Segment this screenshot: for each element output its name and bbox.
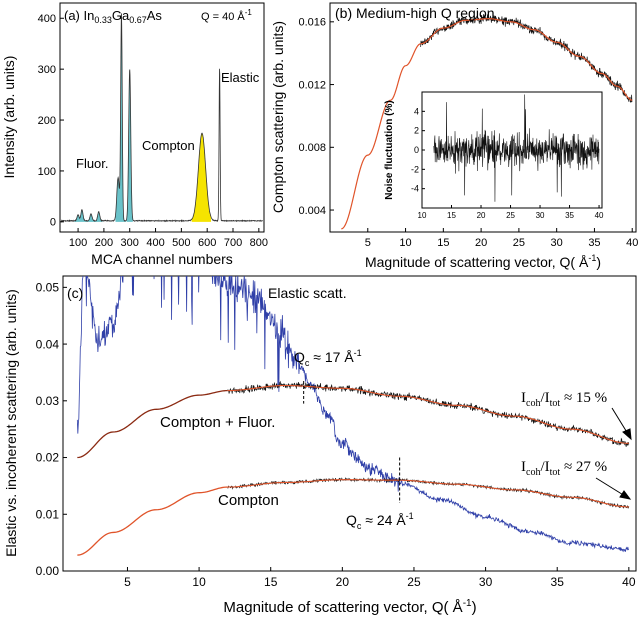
panel-c-chart: 5 10 15 20 25 30 35 40 0.00 0.01 0.02 0.03 0.04 0.05… — [3, 275, 637, 616]
y-tick-label: 0.016 — [298, 17, 326, 29]
x-tick-label: 100 — [69, 237, 87, 249]
panel-a-label: (a) In0.33Ga0.67As — [64, 8, 162, 25]
y-tick-label: 400 — [38, 13, 56, 25]
y-tick-label: 0.05 — [36, 281, 60, 295]
inset-y-tick-label: 0 — [414, 145, 419, 155]
panel-a-chart: 100 200 300 400 500 600 700 800 0 100 200 300 400 (… — [1, 2, 268, 267]
y-tick-label: 0 — [50, 217, 56, 229]
qc17-annotation: Qc ≈ 17 Å-1 — [294, 348, 362, 368]
inset-y-tick-label: -4 — [411, 184, 419, 194]
x-tick-label: 600 — [198, 237, 216, 249]
x-tick-label: 40 — [626, 237, 638, 249]
panel-a-fluor-annotation: Fluor. — [76, 156, 109, 171]
ratio-27-annotation: Icoh/Itot ≈ 27 % — [521, 459, 607, 478]
ratio-15-arrowhead — [622, 428, 632, 441]
x-tick-label: 35 — [551, 575, 565, 589]
x-tick-label: 400 — [146, 237, 164, 249]
panel-a-ylabel: Intensity (arb. units) — [1, 56, 17, 179]
x-tick-label: 300 — [121, 237, 139, 249]
compton-fluor-fit-line — [77, 389, 228, 459]
panel-b-title: (b) Medium-high Q region — [335, 5, 495, 21]
x-tick-label: 15 — [437, 237, 449, 249]
x-tick-label: 20 — [475, 237, 487, 249]
ratio-arrows — [595, 407, 632, 500]
x-tick-label: 800 — [250, 237, 268, 249]
qc24-annotation: Qc ≈ 24 Å-1 — [346, 511, 414, 531]
inset-ylabel: Noise fluctuation (%) — [384, 100, 395, 199]
panel-b-inset: 10 15 20 25 30 35 40 -4 -2 0 2 4 Noise fluctuation… — [384, 91, 604, 220]
panel-c-elastic-annotation: Elastic scatt. — [268, 285, 347, 301]
panel-a-elastic-annotation: Elastic — [221, 70, 260, 85]
compton-fit-line — [77, 486, 228, 556]
inset-y-tick-label: -2 — [411, 164, 419, 174]
x-tick-label: 5 — [124, 575, 131, 589]
panel-a-compton-annotation: Compton — [142, 138, 195, 153]
x-tick-label: 5 — [365, 237, 371, 249]
inset-x-tick-label: 40 — [595, 211, 604, 220]
compton-noisy-fit-line — [420, 18, 633, 101]
panel-c-xlabel: Magnitude of scattering vector, Q( Å-1) — [223, 598, 476, 616]
x-tick-label: 25 — [513, 237, 525, 249]
inset-x-tick-label: 30 — [536, 211, 545, 220]
y-tick-label: 0.00 — [36, 564, 60, 578]
panel-c-label: (c) — [67, 285, 83, 301]
x-tick-label: 40 — [622, 575, 636, 589]
elastic-scattering-line — [76, 276, 629, 553]
mca-spectrum-line — [60, 13, 264, 223]
panel-b-xlabel: Magnitude of scattering vector, Q( Å-1) — [365, 253, 601, 270]
y-tick-label: 0.008 — [298, 142, 326, 154]
panel-a-frame — [59, 2, 265, 233]
x-tick-label: 10 — [192, 575, 206, 589]
y-tick-label: 0.04 — [36, 337, 60, 351]
inset-x-tick-label: 15 — [447, 211, 456, 220]
y-tick-label: 0.012 — [298, 79, 326, 91]
y-tick-label: 0.004 — [298, 205, 326, 217]
compton-noisy-fit-line — [227, 479, 629, 508]
inset-y-tick-label: 4 — [414, 106, 419, 116]
y-tick-label: 0.03 — [36, 394, 60, 408]
compton-fill — [191, 133, 212, 222]
y-tick-label: 0.02 — [36, 451, 60, 465]
panel-b-ylabel: Compton scattering (arb. units) — [270, 21, 286, 213]
y-tick-label: 0.01 — [36, 507, 60, 521]
panel-c-frame — [62, 275, 637, 572]
compton-noisy-line — [420, 14, 633, 104]
compton-fit-line — [341, 43, 421, 230]
x-tick-label: 35 — [588, 237, 600, 249]
x-tick-label: 25 — [407, 575, 421, 589]
ratio-27-arrow — [595, 477, 626, 497]
compton-fluor-noisy-fit-line — [227, 384, 629, 444]
panel-c-compton-fluor-annotation: Compton + Fluor. — [160, 414, 275, 431]
inset-x-tick-label: 10 — [418, 211, 427, 220]
x-tick-label: 10 — [399, 237, 411, 249]
x-tick-label: 500 — [172, 237, 190, 249]
panel-c-compton-annotation: Compton — [218, 492, 279, 509]
inset-x-tick-label: 25 — [506, 211, 515, 220]
x-tick-label: 700 — [224, 237, 242, 249]
inset-x-tick-label: 20 — [477, 211, 486, 220]
panel-a-q-note: Q = 40 Å-1 — [201, 8, 252, 23]
noise-fluctuation-line — [433, 94, 600, 202]
panel-b-frame — [329, 2, 637, 233]
ratio-15-annotation: Icoh/Itot ≈ 15 % — [521, 390, 607, 409]
x-tick-label: 30 — [551, 237, 563, 249]
compton-fluor-noisy-line — [227, 380, 630, 447]
y-tick-label: 200 — [38, 115, 56, 127]
panel-a-xlabel: MCA channel numbers — [91, 251, 233, 267]
inset-x-tick-label: 35 — [565, 211, 574, 220]
x-tick-label: 30 — [479, 575, 493, 589]
x-tick-label: 200 — [95, 237, 113, 249]
x-tick-label: 20 — [336, 575, 350, 589]
y-tick-label: 100 — [38, 166, 56, 178]
y-tick-label: 300 — [38, 64, 56, 76]
panel-c-ylabel: Elastic vs. incoherent scattering (arb. … — [3, 289, 19, 557]
x-tick-label: 15 — [264, 575, 278, 589]
inset-y-tick-label: 2 — [414, 126, 419, 136]
ratio-15-arrow — [611, 407, 629, 435]
ratio-27-arrowhead — [619, 490, 632, 500]
